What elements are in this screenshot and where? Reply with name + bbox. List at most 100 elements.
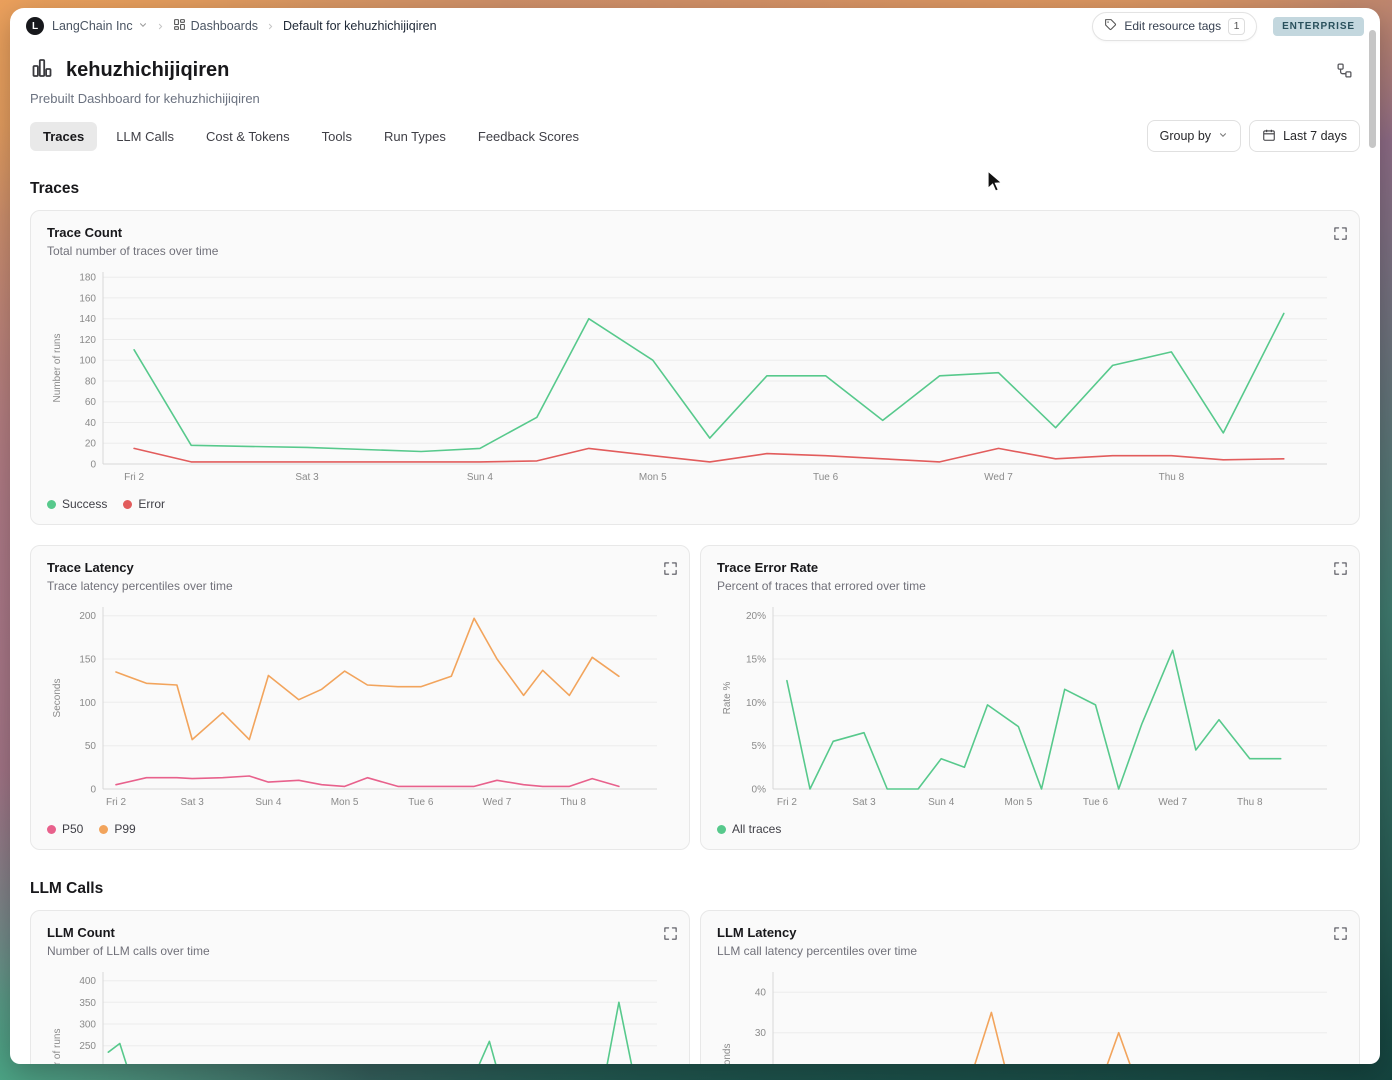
date-range-label: Last 7 days	[1283, 129, 1347, 143]
svg-text:400: 400	[79, 976, 96, 987]
svg-text:200: 200	[79, 611, 96, 622]
enterprise-badge: ENTERPRISE	[1273, 16, 1364, 36]
expand-icon[interactable]	[657, 923, 677, 943]
tab-traces[interactable]: Traces	[30, 121, 98, 151]
breadcrumb-dashboards[interactable]: Dashboards	[173, 18, 258, 34]
svg-text:Mon 5: Mon 5	[639, 472, 667, 483]
trace-latency-chart: 0 50 100 150 200 Fri 2 Sat 3 Sun 4 Mon 5 Tue 6 Wed…	[47, 601, 673, 813]
page-header: kehuzhichijiqiren Prebuilt Dashboard for…	[10, 44, 1380, 106]
card-subtitle: Trace latency percentiles over time	[47, 579, 233, 593]
trace-latency-card: Trace Latency Trace latency percentiles …	[30, 545, 690, 850]
group-by-label: Group by	[1159, 129, 1212, 143]
svg-text:20%: 20%	[746, 611, 766, 622]
svg-text:Tue 6: Tue 6	[1083, 797, 1109, 808]
breadcrumb-separator-icon	[156, 22, 165, 31]
breadcrumb-dashboards-label: Dashboards	[190, 19, 259, 33]
svg-text:Seconds: Seconds	[722, 1044, 733, 1064]
legend-item-p50[interactable]: P50	[47, 822, 83, 836]
chart-legend: All traces	[717, 821, 1343, 837]
chart-legend: Success Error	[47, 496, 1343, 512]
card-title: LLM Count	[47, 925, 115, 940]
date-range-button[interactable]: Last 7 days	[1249, 120, 1360, 152]
svg-text:140: 140	[79, 314, 96, 325]
svg-text:Tue 6: Tue 6	[813, 472, 839, 483]
org-name-label: LangChain Inc	[52, 19, 133, 33]
expand-icon[interactable]	[657, 558, 677, 578]
chevron-down-icon	[1218, 129, 1228, 143]
svg-text:Rate %: Rate %	[722, 681, 733, 714]
svg-text:180: 180	[79, 273, 96, 284]
tab-run-types[interactable]: Run Types	[371, 122, 459, 151]
legend-item-p99[interactable]: P99	[99, 822, 136, 836]
svg-text:0: 0	[90, 785, 96, 796]
legend-item-success[interactable]: Success	[47, 497, 107, 511]
svg-text:Fri 2: Fri 2	[106, 797, 126, 808]
edit-resource-tags-button[interactable]: Edit resource tags 1	[1092, 11, 1258, 41]
edit-resource-tags-label: Edit resource tags	[1124, 19, 1222, 33]
legend-item-all-traces[interactable]: All traces	[717, 822, 781, 836]
svg-text:Sun 4: Sun 4	[467, 472, 494, 483]
card-title: Trace Latency	[47, 560, 134, 575]
svg-text:80: 80	[85, 377, 97, 388]
svg-text:Fri 2: Fri 2	[777, 797, 797, 808]
svg-text:40: 40	[755, 988, 767, 999]
llm-count-card: LLM Count Number of LLM calls over time …	[30, 910, 690, 1064]
org-avatar[interactable]: L	[26, 17, 44, 35]
group-by-button[interactable]: Group by	[1146, 120, 1242, 152]
page-title: kehuzhichijiqiren	[66, 59, 230, 81]
dashboard-icon	[30, 56, 54, 85]
scrollbar-thumb[interactable]	[1369, 30, 1376, 148]
svg-text:100: 100	[79, 356, 96, 367]
svg-text:0: 0	[90, 460, 96, 471]
card-subtitle: LLM call latency percentiles over time	[717, 944, 918, 958]
trace-error-rate-card: Trace Error Rate Percent of traces that …	[700, 545, 1360, 850]
svg-text:Wed 7: Wed 7	[483, 797, 512, 808]
svg-text:Sun 4: Sun 4	[255, 797, 282, 808]
svg-text:Number of runs: Number of runs	[52, 1029, 63, 1064]
svg-text:30: 30	[755, 1028, 767, 1039]
svg-text:150: 150	[79, 655, 96, 666]
card-title: Trace Error Rate	[717, 560, 819, 575]
svg-text:10%: 10%	[746, 698, 766, 709]
hierarchy-icon-button[interactable]	[1330, 58, 1358, 86]
chevron-down-icon	[138, 19, 148, 33]
calendar-icon	[1262, 128, 1276, 145]
svg-text:Tue 6: Tue 6	[408, 797, 434, 808]
svg-text:Wed 7: Wed 7	[984, 472, 1013, 483]
svg-text:Thu 8: Thu 8	[560, 797, 586, 808]
trace-error-rate-chart: 0% 5% 10% 15% 20% Fri 2 Sat 3 Sun 4 Mon 5 Tue 6 We…	[717, 601, 1343, 813]
expand-icon[interactable]	[1327, 923, 1347, 943]
svg-text:Thu 8: Thu 8	[1159, 472, 1185, 483]
llm-latency-card: LLM Latency LLM call latency percentiles…	[700, 910, 1360, 1064]
svg-text:200: 200	[79, 1063, 96, 1064]
svg-text:250: 250	[79, 1041, 96, 1052]
tab-llm-calls[interactable]: LLM Calls	[103, 122, 187, 151]
tab-feedback-scores[interactable]: Feedback Scores	[465, 122, 592, 151]
page-subtitle: Prebuilt Dashboard for kehuzhichijiqiren	[30, 91, 260, 106]
svg-text:40: 40	[85, 418, 97, 429]
legend-dot	[123, 499, 133, 509]
tabs-bar: Traces LLM Calls Cost & Tokens Tools Run…	[10, 106, 1380, 152]
expand-icon[interactable]	[1327, 223, 1347, 243]
svg-text:Mon 5: Mon 5	[331, 797, 359, 808]
trace-count-chart: 0 20 40 60 80 100 120 140 160 180 Fri 2 Sat 3 Sun 4 M…	[47, 266, 1343, 488]
svg-text:Sun 4: Sun 4	[928, 797, 955, 808]
tab-cost-tokens[interactable]: Cost & Tokens	[193, 122, 303, 151]
org-switcher[interactable]: LangChain Inc	[52, 19, 148, 33]
card-title: LLM Latency	[717, 925, 797, 940]
tab-tools[interactable]: Tools	[309, 122, 365, 151]
legend-item-error[interactable]: Error	[123, 497, 165, 511]
svg-text:5%: 5%	[752, 741, 767, 752]
svg-text:50: 50	[85, 741, 97, 752]
svg-text:Mon 5: Mon 5	[1005, 797, 1033, 808]
svg-text:300: 300	[79, 1020, 96, 1031]
section-title-traces: Traces	[30, 180, 80, 197]
resource-tags-count-badge: 1	[1228, 17, 1246, 35]
breadcrumb-current[interactable]: Default for kehuzhichijiqiren	[283, 19, 437, 33]
expand-icon[interactable]	[1327, 558, 1347, 578]
svg-text:100: 100	[79, 698, 96, 709]
dashboard-content: Traces Trace Count Total number of trace…	[10, 152, 1380, 1064]
legend-dot	[47, 499, 56, 509]
svg-text:Fri 2: Fri 2	[124, 472, 144, 483]
